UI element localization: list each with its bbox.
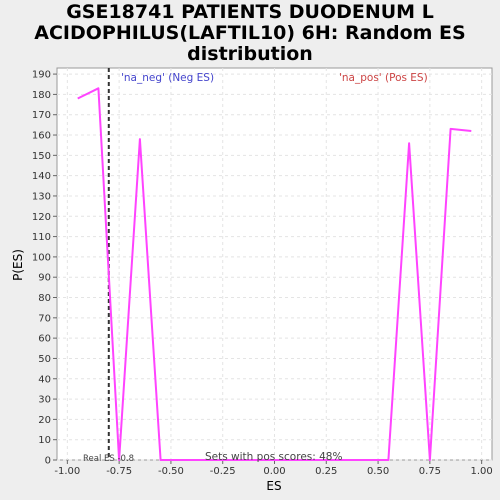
pos-es-label: 'na_pos' (Pos ES)	[339, 72, 428, 84]
y-tick-label: 120	[32, 212, 51, 223]
y-tick-label: 80	[38, 293, 51, 304]
axis-ticks: 0 10 20 30 40 50 60 70 80 90 100 110 120 130 140 150 160…	[32, 70, 493, 477]
series-layer	[77, 87, 472, 461]
x-tick-label: -0.25	[210, 466, 236, 477]
y-tick-label: 10	[38, 435, 51, 446]
y-tick-label: 20	[38, 415, 51, 426]
y-tick-label: 50	[38, 354, 51, 365]
y-axis-label: P(ES)	[11, 249, 25, 281]
series-line	[77, 87, 472, 461]
y-tick-label: 0	[45, 456, 51, 467]
x-tick-label: 0.25	[315, 466, 337, 477]
x-axis-label: ES	[266, 479, 281, 493]
y-tick-label: 190	[32, 70, 51, 81]
y-tick-label: 130	[32, 191, 51, 202]
y-tick-label: 110	[32, 232, 51, 243]
y-tick-label: 60	[38, 334, 51, 345]
chart-title-line-3: distribution	[187, 43, 313, 65]
neg-es-label: 'na_neg' (Neg ES)	[121, 72, 214, 84]
y-tick-label: 160	[32, 131, 51, 142]
y-tick-label: 100	[32, 252, 51, 263]
x-tick-label: 0.00	[263, 466, 285, 477]
x-tick-label: -0.75	[106, 466, 132, 477]
y-tick-label: 170	[32, 110, 51, 121]
x-tick-label: 0.75	[419, 466, 441, 477]
real-es-label: Real ES -0.8	[83, 454, 134, 464]
x-tick-label: 1.00	[471, 466, 493, 477]
x-tick-label: -1.00	[54, 466, 80, 477]
y-tick-label: 90	[38, 273, 51, 284]
y-tick-label: 140	[32, 171, 51, 182]
x-tick-label: -0.50	[158, 466, 184, 477]
chart-title-line-2: ACIDOPHILUS(LAFTIL10) 6H: Random ES	[34, 22, 466, 44]
chart-title: GSE18741 PATIENTS DUODENUM L ACIDOPHILUS…	[0, 2, 500, 65]
sets-with-pos-scores-label: Sets with pos scores: 48%	[205, 451, 342, 463]
y-tick-label: 70	[38, 313, 51, 324]
x-tick-label: 0.50	[367, 466, 389, 477]
y-tick-label: 180	[32, 90, 51, 101]
chart-title-line-1: GSE18741 PATIENTS DUODENUM L	[66, 1, 434, 23]
y-tick-label: 40	[38, 374, 51, 385]
y-tick-label: 150	[32, 151, 51, 162]
y-tick-label: 30	[38, 395, 51, 406]
